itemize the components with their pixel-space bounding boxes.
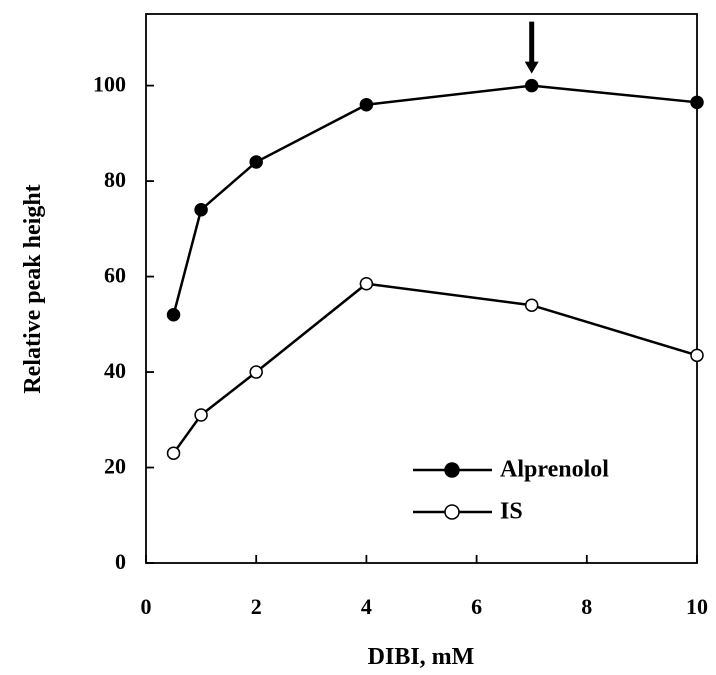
x-tick-label: 6 bbox=[471, 594, 482, 619]
plot-frame bbox=[145, 13, 698, 564]
legend-marker-alprenolol bbox=[444, 462, 460, 478]
x-axis-title: DIBI, mM bbox=[368, 644, 475, 670]
series-line-is bbox=[172, 282, 698, 454]
x-tick-label: 8 bbox=[581, 594, 592, 619]
legend: Alprenolol IS bbox=[413, 457, 609, 525]
data-point-alprenolol bbox=[359, 97, 374, 112]
y-tick-label: 20 bbox=[104, 454, 126, 479]
data-point-alprenolol bbox=[166, 308, 181, 322]
legend-item-alprenolol: Alprenolol bbox=[413, 457, 609, 483]
y-tick-label: 40 bbox=[104, 358, 126, 383]
y-tick-label: 0 bbox=[115, 549, 126, 574]
series-layer bbox=[166, 78, 704, 460]
x-tick-label: 4 bbox=[361, 594, 372, 619]
y-tick-label: 80 bbox=[104, 167, 126, 192]
data-point-is bbox=[359, 276, 374, 291]
annotation-arrow-head bbox=[524, 61, 539, 74]
data-point-is bbox=[249, 365, 263, 379]
data-point-alprenolol bbox=[194, 202, 208, 217]
x-axis: 0 2 4 6 8 10 bbox=[141, 555, 708, 619]
annotation-layer bbox=[524, 21, 539, 74]
legend-item-is: IS bbox=[413, 499, 523, 525]
data-point-is bbox=[194, 408, 208, 422]
y-tick-label: 60 bbox=[104, 263, 126, 288]
x-tick-label: 10 bbox=[686, 594, 708, 619]
data-point-is bbox=[690, 348, 704, 363]
y-axis-title: Relative peak height bbox=[20, 184, 46, 393]
legend-label-is: IS bbox=[500, 499, 523, 525]
data-point-alprenolol bbox=[690, 95, 704, 110]
legend-marker-is bbox=[444, 504, 460, 520]
series-line-alprenolol bbox=[172, 84, 698, 316]
data-point-alprenolol bbox=[249, 155, 263, 169]
x-tick-label: 0 bbox=[141, 594, 152, 619]
data-point-is bbox=[524, 298, 539, 312]
y-axis: 0 20 40 60 80 100 bbox=[93, 72, 154, 574]
y-tick-label: 100 bbox=[93, 72, 126, 97]
data-point-alprenolol bbox=[524, 78, 539, 93]
x-tick-label: 2 bbox=[251, 594, 262, 619]
data-point-is bbox=[166, 446, 181, 460]
legend-label-alprenolol: Alprenolol bbox=[500, 457, 609, 483]
